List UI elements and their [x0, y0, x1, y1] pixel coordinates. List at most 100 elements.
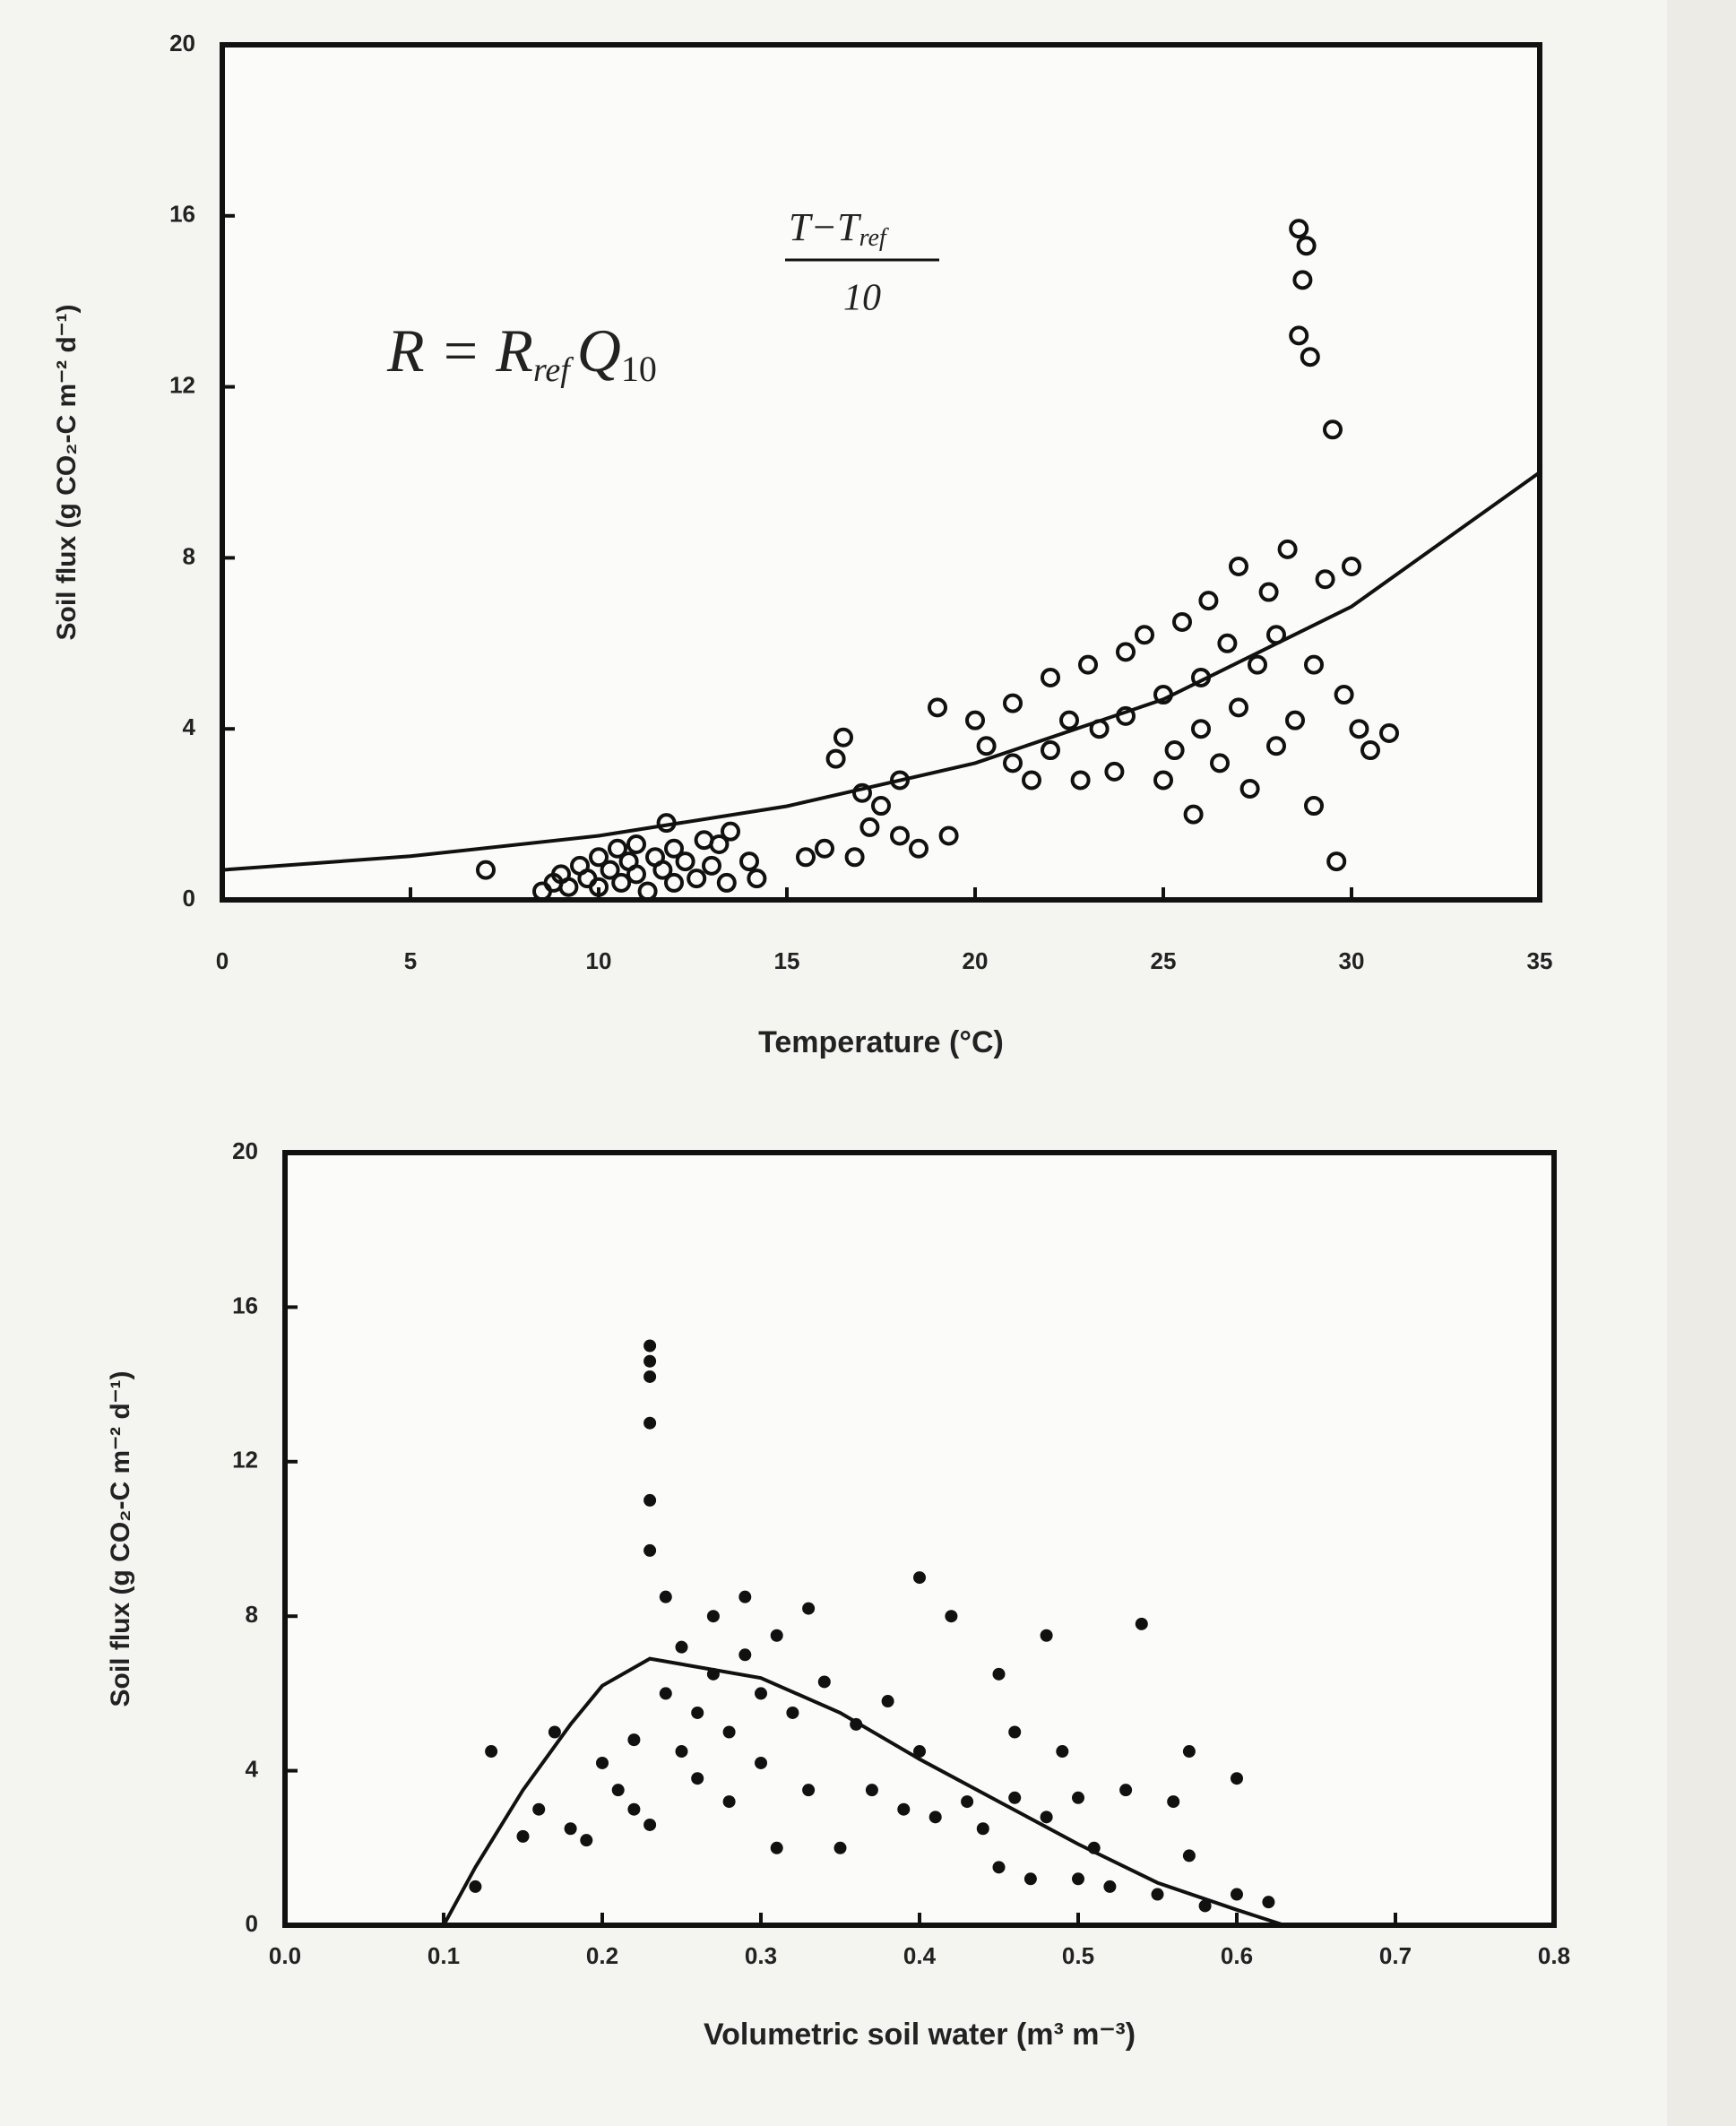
point — [721, 821, 740, 842]
point — [716, 872, 737, 893]
x-tick-label: 5 — [404, 947, 417, 974]
point — [1167, 1795, 1180, 1809]
y-tick-label: 4 — [183, 713, 196, 740]
point — [643, 1543, 657, 1557]
point — [659, 1590, 672, 1603]
point — [1072, 1872, 1084, 1886]
point — [664, 838, 684, 859]
point — [1003, 753, 1023, 773]
x-tick-label: 0.1 — [428, 1942, 460, 1969]
point — [1379, 722, 1399, 743]
point — [702, 855, 721, 876]
point — [1231, 1888, 1243, 1901]
point — [1153, 770, 1173, 791]
point — [1289, 219, 1309, 239]
point — [675, 1640, 688, 1654]
point — [1304, 796, 1324, 817]
point — [589, 847, 609, 868]
point — [928, 1811, 942, 1824]
point — [1292, 270, 1313, 290]
point — [739, 851, 759, 872]
point — [722, 1795, 736, 1809]
point — [675, 1745, 688, 1759]
point — [747, 869, 767, 889]
point — [476, 860, 496, 880]
point — [871, 796, 891, 817]
point — [691, 1772, 704, 1785]
point — [1285, 710, 1305, 730]
point — [1135, 625, 1154, 645]
point — [844, 847, 865, 868]
equation-numerator: T−Tref — [789, 205, 889, 252]
point — [1277, 539, 1298, 559]
point — [687, 869, 707, 889]
point — [1022, 770, 1041, 791]
point — [913, 1745, 926, 1759]
point — [965, 710, 985, 730]
equation-part: ref — [859, 224, 889, 252]
point — [796, 847, 816, 868]
point — [1182, 1849, 1196, 1862]
y-tick-label: 4 — [246, 1755, 259, 1782]
point — [643, 1416, 657, 1430]
point — [1104, 761, 1125, 782]
x-tick-label: 10 — [586, 947, 612, 974]
x-tick-label: 20 — [963, 947, 989, 974]
point — [976, 1822, 989, 1836]
point — [706, 1610, 720, 1623]
point — [1041, 667, 1060, 687]
point — [643, 1818, 657, 1831]
point — [1103, 1880, 1117, 1893]
point — [611, 1784, 625, 1797]
y-tick-label: 8 — [246, 1601, 258, 1628]
equation-part: Q — [577, 316, 621, 385]
y-axis-label: Soil flux (g CO₂-C m⁻² d⁻¹) — [106, 1371, 135, 1707]
point — [626, 864, 646, 885]
point — [976, 736, 997, 756]
point — [802, 1784, 816, 1797]
point — [1334, 685, 1354, 705]
point — [897, 1802, 911, 1816]
point — [1229, 697, 1248, 718]
equation: R = Rref Q10 — [386, 316, 657, 390]
point — [1059, 710, 1079, 730]
point — [675, 851, 695, 872]
point — [1217, 633, 1238, 653]
point — [1172, 611, 1192, 632]
point — [1198, 1899, 1212, 1913]
point — [1040, 1629, 1053, 1642]
point — [1262, 1896, 1275, 1909]
x-tick-label: 0.3 — [745, 1942, 777, 1969]
y-tick-label: 0 — [246, 1910, 258, 1937]
point — [992, 1667, 1006, 1681]
point — [961, 1795, 974, 1809]
equation-part: ref — [533, 351, 574, 389]
point — [928, 697, 947, 718]
point — [643, 1354, 657, 1368]
point — [1008, 1725, 1022, 1739]
point — [627, 1733, 641, 1747]
point — [1326, 851, 1347, 872]
point — [815, 838, 834, 859]
point — [1041, 740, 1060, 761]
point — [1191, 719, 1211, 739]
point — [755, 1756, 767, 1769]
point — [802, 1602, 816, 1615]
point — [1072, 1791, 1084, 1804]
plot-frame — [282, 1150, 1557, 1928]
point — [833, 1841, 847, 1854]
point — [1151, 1888, 1164, 1901]
fit-curve — [221, 471, 1542, 872]
point — [659, 1687, 672, 1700]
point — [1183, 804, 1204, 825]
x-axis-label: Volumetric soil water (m³ m⁻³) — [704, 2018, 1136, 2052]
point — [1289, 325, 1309, 346]
point — [637, 881, 658, 902]
point — [589, 877, 609, 897]
fit-curve — [442, 1656, 1285, 1927]
point — [881, 1695, 894, 1708]
point — [1258, 582, 1279, 602]
equation-part: T−T — [789, 205, 862, 249]
point — [1056, 1745, 1069, 1759]
